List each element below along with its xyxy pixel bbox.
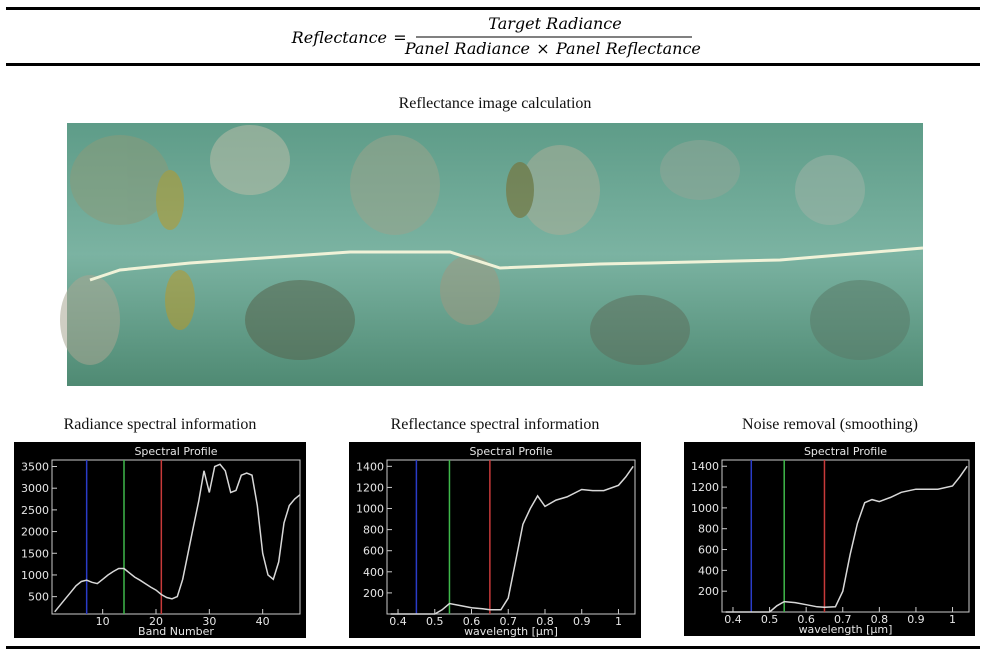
- x-tick-label: 10: [96, 615, 110, 628]
- y-tick-label: 1400: [356, 460, 384, 473]
- x-axis-label: Band Number: [138, 625, 214, 638]
- y-tick-label: 3500: [21, 461, 49, 474]
- y-tick-label: 400: [363, 566, 384, 579]
- x-tick-label: 0.4: [389, 615, 407, 628]
- x-axis-label: wavelength [μm]: [464, 625, 558, 638]
- plot-frame: [721, 459, 970, 613]
- top-rule: [6, 7, 980, 10]
- spectral-chart: Spectral Profile 200 400 600 800 1000 1200 1400…: [684, 442, 975, 636]
- y-tick-label: 1200: [691, 481, 719, 494]
- y-tick-label: 3000: [21, 482, 49, 495]
- y-tick-label: 1000: [691, 502, 719, 515]
- equation-equals: =: [393, 28, 406, 47]
- y-tick-label: 1200: [356, 481, 384, 494]
- equation-denominator-left: Panel Radiance: [404, 39, 530, 58]
- equation-times: ×: [536, 39, 549, 58]
- y-tick-label: 600: [363, 545, 384, 558]
- reef-photo: [60, 123, 924, 386]
- y-tick-label: 800: [363, 524, 384, 537]
- x-tick-label: 1: [949, 613, 956, 626]
- y-tick-label: 600: [698, 544, 719, 557]
- bottom-rule: [6, 646, 980, 649]
- x-tick-label: 0.9: [573, 615, 591, 628]
- equation-denominator-right: Panel Reflectance: [555, 39, 701, 58]
- equation-numerator: Target Radiance: [488, 14, 621, 33]
- x-tick-label: 40: [256, 615, 270, 628]
- panel-caption: Reflectance spectral information: [391, 416, 600, 433]
- x-tick-label: 0.8: [871, 613, 889, 626]
- chart-background: [684, 442, 975, 636]
- chart-title: Spectral Profile: [134, 445, 217, 458]
- x-tick-label: 0.9: [907, 613, 925, 626]
- chart-background: [349, 442, 641, 638]
- spectral-line: [390, 465, 634, 615]
- x-tick-label: 0.7: [499, 615, 517, 628]
- image-title: Reflectance image calculation: [399, 95, 592, 112]
- x-tick-label: 0.6: [797, 613, 815, 626]
- x-tick-label: 0.4: [724, 613, 742, 626]
- y-tick-label: 1000: [21, 569, 49, 582]
- y-tick-label: 2500: [21, 504, 49, 517]
- y-tick-label: 500: [28, 591, 49, 604]
- x-axis-label: wavelength [μm]: [799, 623, 893, 636]
- spectral-line: [725, 465, 968, 613]
- x-tick-label: 0.7: [834, 613, 852, 626]
- equation-lhs: Reflectance: [291, 28, 387, 47]
- plot-frame: [386, 459, 636, 615]
- y-tick-label: 1000: [356, 503, 384, 516]
- x-tick-label: 0.6: [463, 615, 481, 628]
- y-tick-label: 1400: [691, 460, 719, 473]
- x-tick-label: 20: [149, 615, 163, 628]
- y-tick-label: 800: [698, 523, 719, 536]
- y-tick-label: 2000: [21, 526, 49, 539]
- y-tick-label: 1500: [21, 547, 49, 560]
- equation-rule: [6, 63, 980, 66]
- chart-background: [14, 442, 306, 638]
- x-tick-label: 0.8: [536, 615, 554, 628]
- chart-title: Spectral Profile: [804, 445, 887, 458]
- spectral-chart: Spectral Profile 200 400 600 800 1000 1200 1400…: [349, 442, 641, 638]
- x-tick-label: 0.5: [761, 613, 779, 626]
- plot-frame: [51, 459, 301, 615]
- x-tick-label: 1: [615, 615, 622, 628]
- y-tick-label: 400: [698, 564, 719, 577]
- spectral-line: [54, 463, 301, 613]
- x-tick-label: 0.5: [426, 615, 444, 628]
- panel-caption: Radiance spectral information: [64, 416, 257, 433]
- x-tick-label: 30: [202, 615, 216, 628]
- panel-caption: Noise removal (smoothing): [742, 416, 918, 433]
- chart-title: Spectral Profile: [469, 445, 552, 458]
- y-tick-label: 200: [698, 585, 719, 598]
- y-tick-label: 200: [363, 587, 384, 600]
- spectral-chart: Spectral Profile 500 1000 1500 2000 2500 3000 3…: [14, 442, 306, 638]
